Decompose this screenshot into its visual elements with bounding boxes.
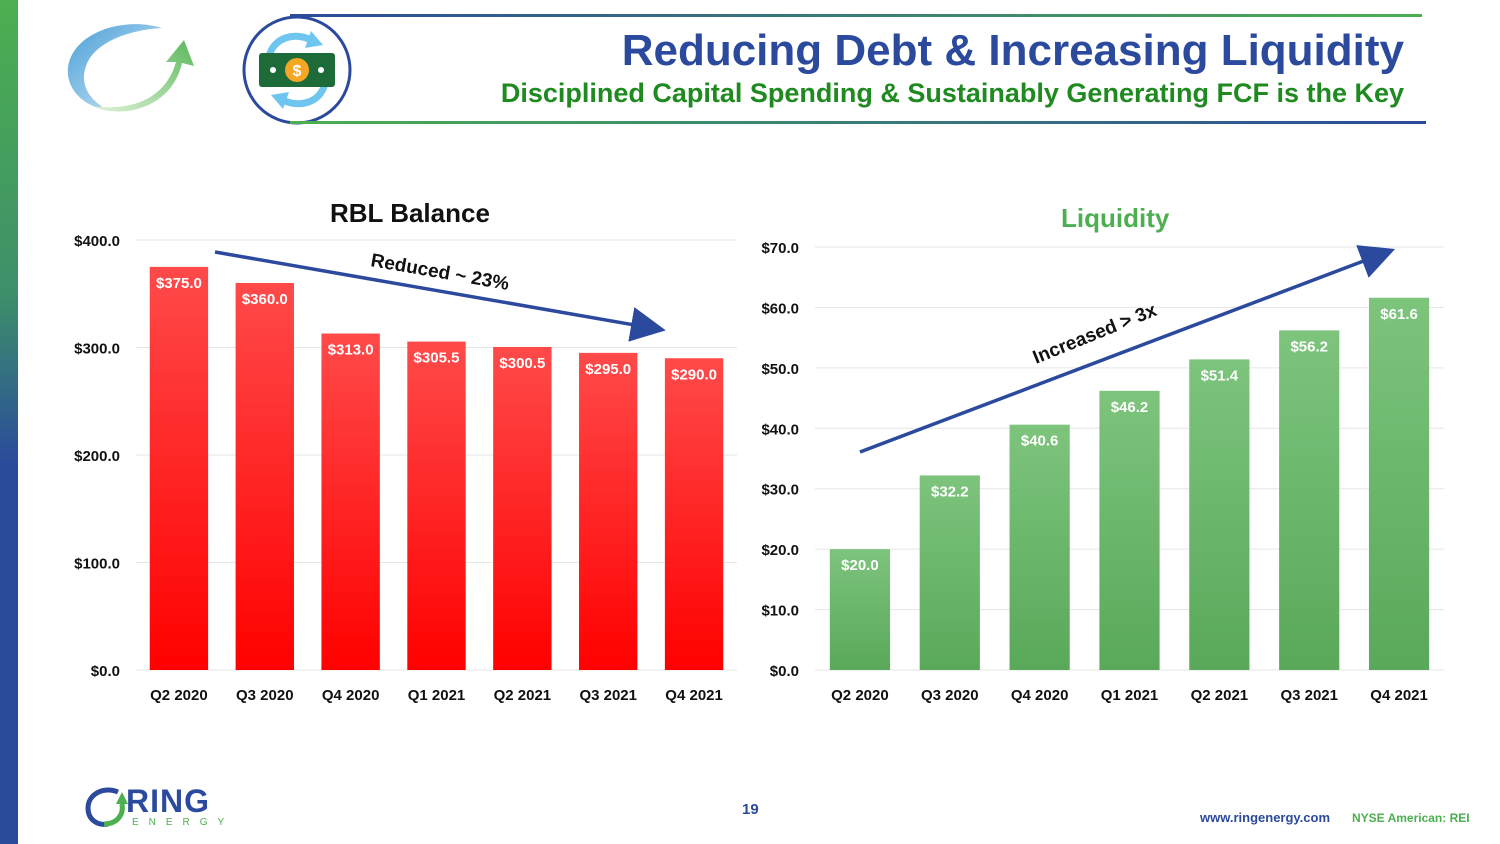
liquidity-data-label: $46.2: [1111, 399, 1149, 416]
ring-logo-subtext: ENERGY: [132, 817, 235, 828]
rbl-data-label: $295.0: [585, 361, 631, 378]
rbl-bar: [579, 352, 638, 670]
liquidity-ytick-label: $0.0: [770, 663, 799, 680]
liquidity-data-label: $56.2: [1290, 338, 1328, 355]
rbl-ytick-label: $200.0: [74, 448, 120, 465]
rbl-chart-title: RBL Balance: [330, 198, 490, 228]
rbl-bar: [493, 346, 552, 670]
rbl-ytick-label: $400.0: [74, 233, 120, 250]
rbl-ytick-label: $0.0: [91, 663, 120, 680]
rbl-category-label: Q2 2021: [494, 687, 552, 704]
liquidity-category-label: Q1 2021: [1101, 687, 1159, 704]
liquidity-bar: [1189, 359, 1250, 670]
rbl-data-label: $375.0: [156, 275, 202, 292]
liquidity-chart-title: Liquidity: [1061, 203, 1170, 233]
liquidity-ytick-label: $30.0: [761, 482, 799, 499]
money-cycle-icon: $: [242, 15, 352, 125]
arrow-swirl-icon: [67, 24, 194, 112]
liquidity-chart: $0.0$10.0$20.0$30.0$40.0$50.0$60.0$70.0 …: [761, 240, 1444, 704]
rbl-category-label: Q2 2020: [150, 687, 208, 704]
header-rule-top: [290, 14, 1422, 17]
liquidity-category-label: Q4 2020: [1011, 687, 1069, 704]
liquidity-data-label: $20.0: [841, 557, 879, 574]
rbl-category-label: Q3 2021: [579, 687, 637, 704]
liquidity-ytick-label: $50.0: [761, 361, 799, 378]
liquidity-ytick-label: $10.0: [761, 603, 799, 620]
website-link[interactable]: www.ringenergy.com: [1200, 810, 1331, 825]
liquidity-data-label: $51.4: [1201, 367, 1239, 384]
rbl-bar: [664, 358, 724, 670]
liquidity-category-label: Q2 2021: [1191, 687, 1249, 704]
liquidity-trend-arrow: [859, 245, 1396, 454]
stock-ticker: NYSE American: REI: [1352, 811, 1470, 825]
liquidity-bar: [1009, 424, 1070, 670]
liquidity-ytick-label: $70.0: [761, 240, 799, 257]
liquidity-data-label: $32.2: [931, 483, 969, 500]
rbl-ytick-label: $300.0: [74, 341, 120, 358]
liquidity-category-label: Q4 2021: [1370, 687, 1428, 704]
liquidity-bar: [1279, 330, 1340, 670]
page-number: 19: [742, 801, 759, 818]
rbl-bar: [407, 341, 466, 670]
liquidity-bar: [1368, 297, 1430, 670]
liquidity-ytick-label: $60.0: [761, 300, 799, 317]
rbl-data-label: $305.5: [414, 350, 460, 367]
rbl-data-label: $360.0: [242, 291, 288, 308]
sidebar-stripe: [0, 0, 18, 844]
svg-text:$: $: [293, 63, 302, 80]
liquidity-bar: [919, 475, 980, 670]
liquidity-bar: [829, 549, 891, 670]
liquidity-annotation: Increased > 3x: [1030, 300, 1160, 369]
rbl-balance-chart: $0.0 $100.0 $200.0 $300.0 $400.0 $375.0 Q2 20…: [74, 233, 737, 704]
rbl-data-label: $290.0: [671, 366, 717, 383]
liquidity-category-label: Q3 2021: [1280, 687, 1338, 704]
rbl-trend-arrow: [214, 250, 666, 342]
ring-logo-icon: [85, 787, 128, 827]
liquidity-category-label: Q3 2020: [921, 687, 979, 704]
liquidity-ytick-label: $20.0: [761, 542, 799, 559]
rbl-category-label: Q4 2020: [322, 687, 380, 704]
rbl-category-label: Q1 2021: [408, 687, 466, 704]
rbl-bar: [235, 283, 294, 670]
ring-logo-text: RING: [126, 783, 210, 819]
rbl-category-label: Q4 2021: [665, 687, 723, 704]
rbl-bar: [321, 333, 380, 670]
rbl-data-label: $313.0: [328, 342, 374, 359]
header-rule-bottom: [290, 121, 1426, 124]
page-title: Reducing Debt & Increasing Liquidity: [621, 26, 1404, 75]
rbl-data-label: $300.5: [499, 355, 545, 372]
page-subtitle: Disciplined Capital Spending & Sustainab…: [500, 78, 1404, 108]
liquidity-ytick-label: $40.0: [761, 421, 799, 438]
rbl-category-label: Q3 2020: [236, 687, 294, 704]
liquidity-category-label: Q2 2020: [831, 687, 889, 704]
liquidity-data-label: $40.6: [1021, 433, 1059, 450]
liquidity-data-label: $61.6: [1380, 306, 1418, 323]
rbl-bar: [149, 266, 209, 670]
liquidity-bar: [1099, 390, 1160, 670]
rbl-ytick-label: $100.0: [74, 556, 120, 573]
